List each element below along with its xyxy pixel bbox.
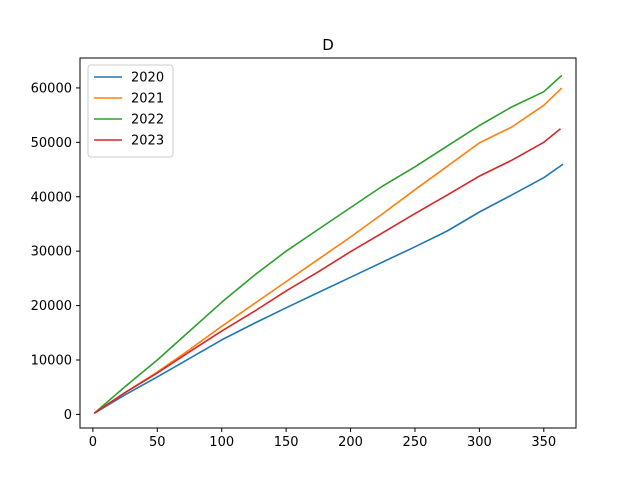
chart-title: D bbox=[322, 36, 334, 54]
x-tick-label: 50 bbox=[149, 435, 166, 450]
plot-frame bbox=[79, 57, 577, 429]
legend-label-2022: 2022 bbox=[131, 113, 164, 128]
legend-label-2023: 2023 bbox=[131, 134, 164, 149]
x-tick-label: 0 bbox=[89, 435, 97, 450]
legend-label-2021: 2021 bbox=[131, 92, 164, 107]
y-tick-label: 40000 bbox=[31, 190, 72, 205]
series-line-2022 bbox=[93, 74, 563, 414]
y-tick-label: 20000 bbox=[31, 299, 72, 314]
x-tick-label: 350 bbox=[531, 435, 556, 450]
y-axis: 0 10000 20000 30000 40000 50000 60000 bbox=[31, 81, 80, 423]
y-tick-label: 10000 bbox=[31, 353, 72, 368]
x-axis: 0 50 100 150 200 250 300 350 bbox=[89, 428, 556, 450]
x-tick-label: 200 bbox=[338, 435, 363, 450]
legend-box bbox=[87, 64, 174, 158]
y-tick-label: 0 bbox=[64, 408, 72, 423]
x-tick-label: 250 bbox=[403, 435, 428, 450]
x-tick-label: 150 bbox=[274, 435, 299, 450]
y-tick-label: 50000 bbox=[31, 136, 72, 151]
legend-label-2020: 2020 bbox=[131, 71, 164, 86]
x-tick-label: 300 bbox=[467, 435, 492, 450]
series-line-2021 bbox=[93, 87, 563, 414]
x-tick-label: 100 bbox=[209, 435, 234, 450]
y-tick-label: 30000 bbox=[31, 245, 72, 260]
series-layer bbox=[93, 74, 564, 414]
y-tick-label: 60000 bbox=[31, 81, 72, 96]
series-line-2020 bbox=[93, 163, 564, 414]
legend: 2020 2021 2022 2023 bbox=[87, 64, 174, 158]
series-line-2023 bbox=[93, 128, 562, 414]
